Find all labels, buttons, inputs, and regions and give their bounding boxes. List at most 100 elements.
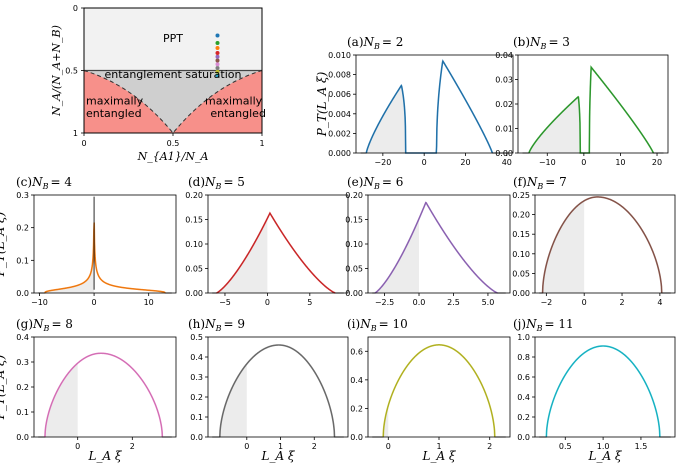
y-tick-label: 0.20	[185, 191, 203, 200]
panel-title: (f)NB = 7	[513, 175, 567, 191]
y-tick-label: 0.3	[190, 373, 203, 382]
right-max-label-2: entangled	[210, 107, 266, 120]
parameter-marker	[215, 58, 220, 63]
x-tick-label: 1	[436, 442, 441, 451]
x-tick-label: −5	[219, 298, 231, 307]
negative-shaded-area	[219, 363, 247, 437]
y-tick-label: 0.2	[16, 383, 29, 392]
y-tick-label: 0.10	[512, 250, 530, 259]
series-g	[44, 352, 164, 438]
phase-y-tick-label: 0	[73, 4, 78, 13]
y-tick-label: 0.0	[16, 433, 29, 442]
phase-x-ticks: 0 0.5 1	[81, 133, 265, 148]
y-tick-label: 0.15	[512, 230, 530, 239]
panel-title: (g)NB = 8	[16, 317, 73, 333]
series-f	[541, 196, 663, 294]
phase-y-tick-label: 0.5	[65, 67, 78, 76]
x-tick-label: 10	[144, 298, 154, 307]
x-tick-label: 4	[657, 298, 662, 307]
analytic-curve	[539, 345, 671, 438]
parameter-marker	[215, 54, 220, 59]
y-tick-label: 0.5	[190, 333, 203, 342]
y-tick-label: 0.008	[328, 71, 351, 80]
panel-title: (j)NB = 11	[513, 317, 574, 333]
series-h	[219, 344, 336, 438]
axes-frame	[33, 194, 177, 294]
y-tick-label: 0.3	[16, 191, 29, 200]
x-tick-label: 0	[265, 298, 270, 307]
y-tick-label: 0.6	[350, 347, 363, 356]
left-max-label-1: maximally	[86, 94, 144, 107]
x-tick-label: 0	[581, 158, 586, 167]
y-tick-label: 0.2	[16, 224, 29, 233]
x-tick-label: 1.0	[597, 442, 610, 451]
negative-shaded-area	[44, 363, 78, 437]
axes-frame	[207, 336, 349, 438]
axes-frame	[367, 336, 511, 438]
panel-g: 0 2 0.0 0.1 0.2 0.3 0.4(g)NB = 8 L_A ξ P_T(L_A ξ)	[0, 317, 177, 463]
saturation-label: entanglement saturation	[105, 68, 242, 81]
x-tick-label: 40	[502, 158, 512, 167]
y-tick-label: 0.002	[328, 129, 351, 138]
y-tick-label: 0.010	[328, 51, 351, 60]
y-tick-label: 0.6	[517, 373, 530, 382]
negative-shaded-area	[366, 85, 425, 153]
y-tick-label: 0.05	[185, 265, 203, 274]
y-tick-label: 0.20	[345, 191, 363, 200]
y-tick-label: 0.04	[495, 51, 513, 60]
x-tick-label: 0	[75, 442, 80, 451]
x-tick-label: 0.5	[559, 442, 572, 451]
y-tick-label: 0.4	[350, 376, 363, 385]
negative-shaded-area	[44, 208, 95, 293]
panel-c: −10 0 10 0.0 0.1 0.2 0.3(c)NB = 4 P_T(L_A ξ)	[0, 175, 177, 307]
y-tick-label: 0.00	[185, 289, 203, 298]
y-tick-label: 0.000	[328, 149, 351, 158]
axes-frame	[534, 336, 676, 438]
parameter-marker	[215, 66, 220, 70]
panel-f: −2 0 2 4 0.00 0.05 0.10 0.15 0.20 0.25(f)NB = 7	[512, 175, 676, 307]
phase-y-tick-label: 1	[73, 129, 78, 138]
parameter-marker	[215, 73, 220, 78]
phase-x-tick-label: 0	[81, 139, 86, 148]
y-tick-label: 0.15	[345, 216, 363, 225]
y-tick-label: 0.2	[517, 413, 530, 422]
y-tick-label: 0.3	[16, 358, 29, 367]
y-tick-label: 0.02	[495, 100, 513, 109]
x-tick-label: 10	[615, 158, 625, 167]
phase-x-tick-label: 1	[259, 139, 264, 148]
series-e	[374, 201, 498, 294]
series-j	[545, 345, 661, 438]
x-tick-label: 1	[278, 442, 283, 451]
panel-i: 0 1 2 0.0 0.2 0.4 0.6 (i)NB = 10 L_A ξ	[347, 317, 511, 463]
series-c	[44, 222, 166, 294]
y-tick-label: 0.25	[512, 191, 530, 200]
x-axis-label: L_A ξ	[421, 449, 456, 463]
y-tick-label: 1.0	[517, 333, 530, 342]
y-tick-label: 0.00	[512, 289, 530, 298]
analytic-curve	[372, 344, 506, 438]
x-tick-label: 0	[244, 442, 249, 451]
y-tick-label: 0.0	[190, 433, 203, 442]
negative-shaded-area	[374, 218, 420, 293]
x-tick-label: 2	[487, 442, 492, 451]
panel-title: (b)NB = 3	[513, 35, 570, 51]
x-tick-label: 1.5	[635, 442, 648, 451]
y-tick-label: 0.15	[185, 216, 203, 225]
x-tick-label: 20	[460, 158, 470, 167]
panel-title: (e)NB = 6	[347, 175, 403, 191]
phase-x-label: N_{A1}/N_A	[137, 150, 209, 163]
y-tick-label: 0.2	[350, 404, 363, 413]
series-b	[528, 65, 655, 154]
x-tick-label: 0	[92, 298, 97, 307]
x-tick-label: −20	[374, 158, 391, 167]
y-tick-label: 0.01	[495, 125, 513, 134]
x-tick-label: 2.5	[447, 298, 460, 307]
x-tick-label: 5	[307, 298, 312, 307]
parameter-marker	[215, 33, 220, 38]
panel-h: 0 1 2 0.0 0.1 0.2 0.3 0.4 0.5(h)NB = 9 L_A ξ	[188, 317, 349, 463]
panel-a: −20 0 20 40 0.000 0.002 0.004 0.006 0.008 0.010(a…	[315, 35, 514, 167]
y-tick-label: 0.0	[16, 289, 29, 298]
y-tick-label: 0.05	[345, 265, 363, 274]
y-tick-label: 0.03	[495, 76, 513, 85]
